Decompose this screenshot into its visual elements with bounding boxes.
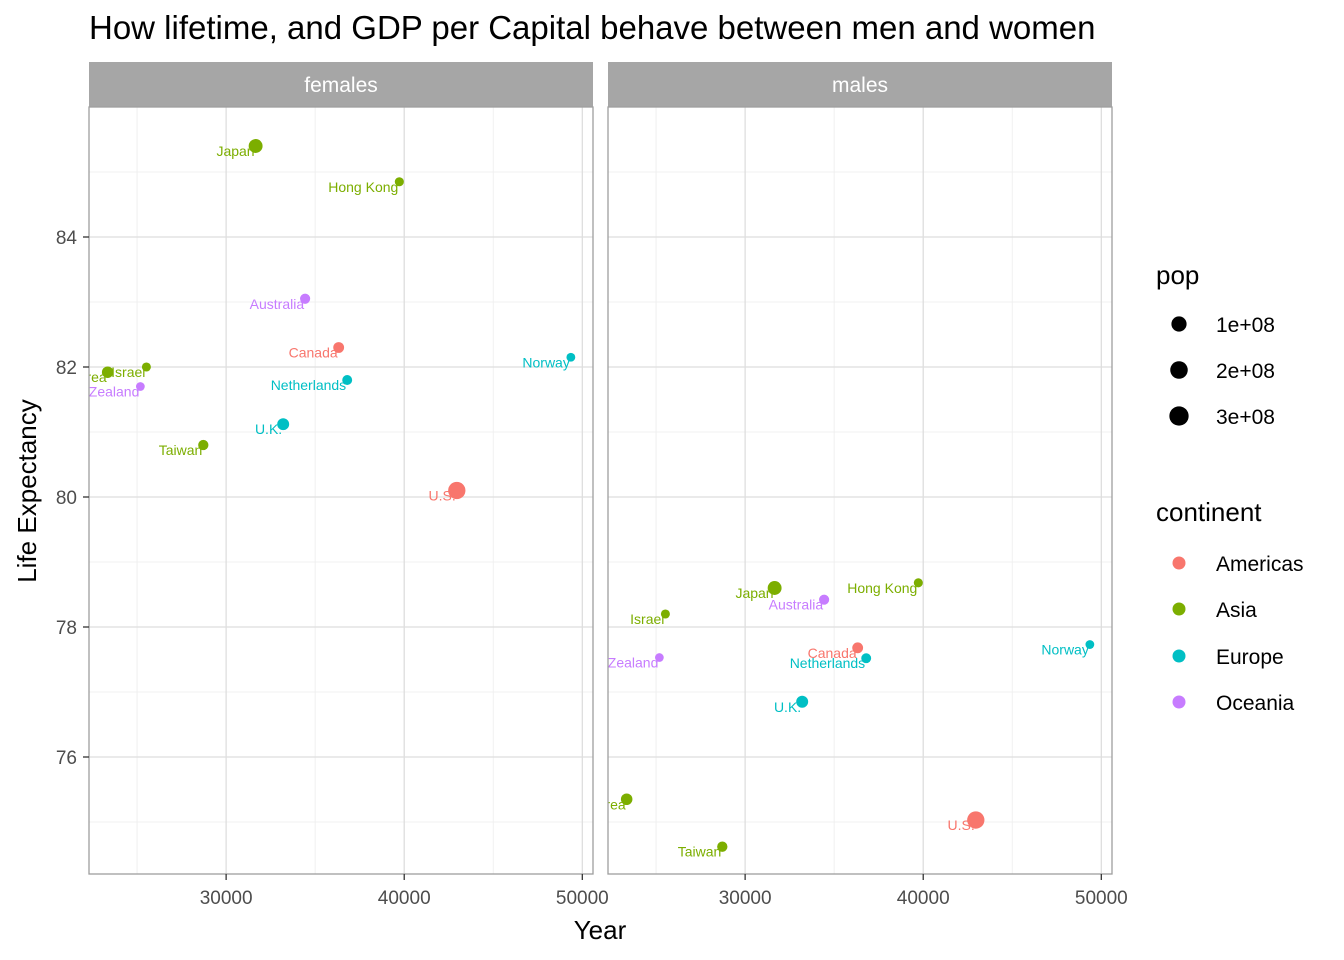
point-label: Japan xyxy=(216,143,254,159)
point-label: Korea xyxy=(69,369,107,385)
point-label: Israel xyxy=(630,611,664,627)
point-label: Korea xyxy=(588,796,626,812)
point-hong-kong xyxy=(394,177,404,187)
point-label: U.K. xyxy=(774,699,801,715)
point-label: Hong Kong xyxy=(328,179,398,195)
color-legend-title: continent xyxy=(1156,497,1262,527)
x-tick-label: 50000 xyxy=(556,888,609,909)
y-tick-label: 80 xyxy=(56,488,77,509)
y-axis-ticks: 76 78 80 82 84 xyxy=(56,228,89,769)
point-label: Australia xyxy=(250,296,305,312)
point-taiwan xyxy=(198,439,209,451)
color-legend-key xyxy=(1172,649,1186,663)
points: Japan Hong Kong Australia Canada Norway Israe… xyxy=(57,139,576,504)
point-japan xyxy=(767,581,782,595)
point-korea xyxy=(101,366,114,378)
x-axis-title: Year xyxy=(574,915,627,945)
size-legend-key xyxy=(1170,361,1188,379)
x-tick-label: 50000 xyxy=(1075,888,1128,909)
point-label: Netherlands xyxy=(271,377,347,393)
point-u-s- xyxy=(967,811,985,829)
point-label: Australia xyxy=(769,597,824,613)
point-israel xyxy=(141,362,151,372)
point-label: Norway xyxy=(522,354,569,370)
point-label: U.S. xyxy=(429,488,456,504)
size-legend-label: 2e+08 xyxy=(1216,360,1275,383)
legend: pop 1e+08 2e+08 3e+08 continent Americas As… xyxy=(1156,260,1304,715)
x-tick-label: 30000 xyxy=(200,888,253,909)
color-legend-label: Asia xyxy=(1216,599,1257,622)
size-legend-label: 3e+08 xyxy=(1216,406,1275,429)
x-tick-label: 40000 xyxy=(378,888,431,909)
point-korea xyxy=(620,793,633,806)
point-label: Hong Kong xyxy=(847,580,917,596)
facet-panel-males: males Japan Hong Kong Australia Israel Norway… xyxy=(576,62,1113,875)
size-legend-label: 1e+08 xyxy=(1216,314,1275,337)
point-u-k- xyxy=(796,695,809,708)
x-tick-label: 30000 xyxy=(719,888,772,909)
point-hong-kong xyxy=(913,578,923,588)
facet-panel-females: females Japan Hong Kong Australia Canada Norw… xyxy=(57,62,594,875)
facet-strip-label: males xyxy=(832,74,888,97)
point-new-zealand xyxy=(136,382,145,391)
color-legend-label: Americas xyxy=(1216,553,1304,576)
point-label: U.K. xyxy=(255,421,282,437)
facet-panels: females Japan Hong Kong Australia Canada Norw… xyxy=(57,62,1113,875)
size-legend-title: pop xyxy=(1156,260,1199,290)
panel-background xyxy=(89,107,593,874)
point-canada xyxy=(852,642,864,654)
y-tick-label: 82 xyxy=(56,358,77,379)
panel-background xyxy=(608,107,1112,874)
gridlines xyxy=(608,107,1112,874)
point-label: Norway xyxy=(1041,642,1088,658)
chart-title: How lifetime, and GDP per Capital behave… xyxy=(89,9,1095,46)
facet-strip xyxy=(89,62,593,107)
point-label: New Zealand xyxy=(576,655,659,671)
point-u-k- xyxy=(277,418,290,431)
points: Japan Hong Kong Australia Israel Norway Canad… xyxy=(576,578,1095,860)
color-legend-key xyxy=(1172,695,1186,709)
point-norway xyxy=(1085,640,1095,649)
size-legend-key xyxy=(1169,406,1189,426)
color-legend-label: Europe xyxy=(1216,646,1284,669)
point-label: Canada xyxy=(289,345,338,361)
point-netherlands xyxy=(342,375,353,385)
point-label: Taiwan xyxy=(159,442,203,458)
color-legend-label: Oceania xyxy=(1216,692,1295,715)
point-japan xyxy=(248,139,263,153)
x-axis-ticks: 30000 40000 50000 30000 40000 50000 xyxy=(200,874,1128,909)
y-axis-title: Life Expectancy xyxy=(12,399,42,583)
size-legend-key xyxy=(1171,316,1187,332)
facet-strip-label: females xyxy=(304,74,378,97)
point-label: Canada xyxy=(808,645,857,661)
point-norway xyxy=(566,352,576,362)
y-tick-label: 84 xyxy=(56,228,78,249)
facet-strip xyxy=(608,62,1112,107)
point-label: New Zealand xyxy=(57,384,140,400)
point-label: Japan xyxy=(735,585,773,601)
color-legend-key xyxy=(1172,602,1186,616)
point-new-zealand xyxy=(655,653,664,662)
point-label: Taiwan xyxy=(678,844,722,860)
point-israel xyxy=(660,609,670,619)
point-label: Netherlands xyxy=(790,655,866,671)
point-label: Israel xyxy=(111,364,145,380)
point-netherlands xyxy=(861,653,872,664)
point-label: U.S. xyxy=(948,817,975,833)
color-legend-entries: Americas Asia Europe Oceania xyxy=(1172,553,1304,715)
point-australia xyxy=(300,293,311,304)
color-legend-key xyxy=(1172,556,1186,570)
panel-border xyxy=(607,106,1113,875)
point-taiwan xyxy=(717,841,728,852)
panel-border xyxy=(88,106,594,875)
x-tick-label: 40000 xyxy=(897,888,950,909)
y-tick-label: 76 xyxy=(56,748,77,769)
point-canada xyxy=(333,342,345,353)
point-u-s- xyxy=(448,481,466,500)
gridlines xyxy=(89,107,593,874)
y-tick-label: 78 xyxy=(56,618,77,639)
size-legend-entries: 1e+08 2e+08 3e+08 xyxy=(1169,314,1275,429)
point-australia xyxy=(819,594,830,605)
